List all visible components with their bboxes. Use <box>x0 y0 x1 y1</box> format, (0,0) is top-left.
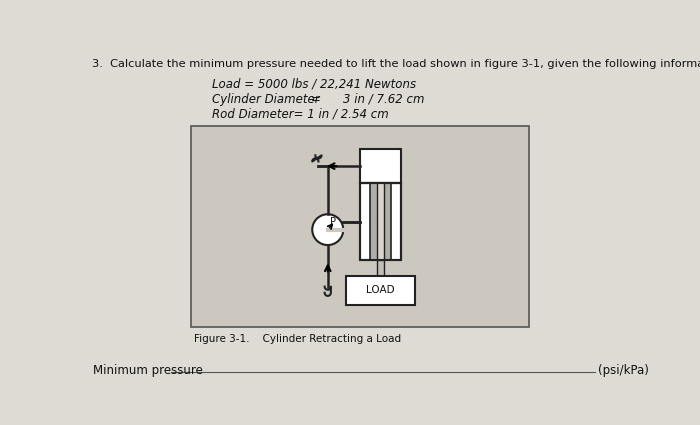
Text: LOAD: LOAD <box>366 286 395 295</box>
Bar <box>370 184 391 261</box>
Text: (psi/kPa): (psi/kPa) <box>598 364 649 377</box>
Text: =: = <box>311 93 321 105</box>
Bar <box>360 184 400 261</box>
Bar <box>360 184 400 261</box>
Circle shape <box>312 214 343 245</box>
Bar <box>190 126 529 327</box>
Text: 3 in / 7.62 cm: 3 in / 7.62 cm <box>343 93 425 105</box>
Text: Minimum pressure: Minimum pressure <box>93 364 203 377</box>
Text: Figure 3-1.    Cylinder Retracting a Load: Figure 3-1. Cylinder Retracting a Load <box>195 334 402 343</box>
Bar <box>377 261 384 276</box>
Bar <box>377 184 384 261</box>
Bar <box>360 149 400 184</box>
Bar <box>346 276 415 305</box>
Text: Rod Diameter= 1 in / 2.54 cm: Rod Diameter= 1 in / 2.54 cm <box>211 107 389 120</box>
Text: 3.  Calculate the minimum pressure needed to lift the load shown in figure 3-1, : 3. Calculate the minimum pressure needed… <box>92 59 700 69</box>
Text: Load = 5000 lbs / 22,241 Newtons: Load = 5000 lbs / 22,241 Newtons <box>211 78 416 91</box>
Text: P: P <box>330 217 336 227</box>
Text: Cylinder Diameter: Cylinder Diameter <box>211 93 319 105</box>
